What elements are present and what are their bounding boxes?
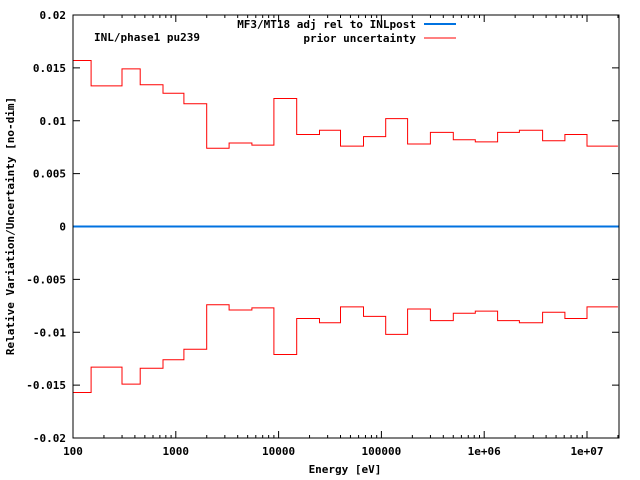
- legend: MF3/MT18 adj rel to INLpost prior uncert…: [237, 18, 456, 45]
- legend-label-adj: MF3/MT18 adj rel to INLpost: [237, 18, 416, 31]
- series-prior-lower: [73, 304, 618, 393]
- y-tick-label: 0.01: [40, 115, 67, 128]
- axis-ticks: -0.02 -0.015 -0.01 -0.005 0 0.005 0.01 0.015 0.0…: [26, 9, 619, 458]
- plot-frame: [72, 14, 620, 439]
- series-prior-upper: [73, 60, 618, 149]
- x-tick-label: 1000: [163, 445, 190, 458]
- y-tick-label: 0.02: [40, 9, 67, 22]
- y-tick-label: -0.01: [33, 326, 66, 339]
- x-tick-label: 1e+07: [570, 445, 603, 458]
- y-tick-label: -0.02: [33, 432, 66, 445]
- y-axis-label: Relative Variation/Uncertainty [no-dim]: [4, 97, 17, 355]
- legend-label-prior: prior uncertainty: [303, 32, 416, 45]
- x-axis-label: Energy [eV]: [309, 463, 382, 476]
- y-tick-label: -0.015: [26, 379, 66, 392]
- x-tick-label: 10000: [262, 445, 295, 458]
- annotation: INL/phase1 pu239: [94, 31, 200, 44]
- plot-series: [73, 60, 619, 393]
- x-tick-label: 100: [63, 445, 83, 458]
- y-tick-label: 0.005: [33, 168, 66, 181]
- x-tick-label: 1e+06: [468, 445, 501, 458]
- y-tick-label: -0.005: [26, 273, 66, 286]
- y-tick-label: 0.015: [33, 62, 66, 75]
- x-tick-label: 100000: [362, 445, 402, 458]
- y-tick-label: 0: [59, 221, 66, 234]
